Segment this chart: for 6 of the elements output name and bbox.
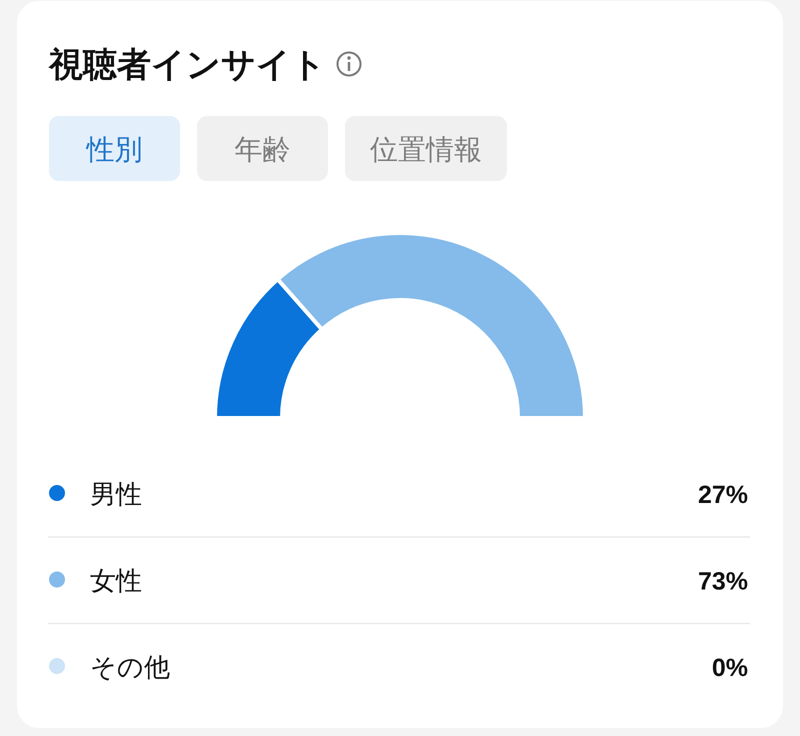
data-label: 73% (698, 568, 748, 596)
legend-label: 女性 (90, 566, 142, 596)
legend-label: 男性 (90, 479, 142, 509)
title: 視聴者インサイト (49, 46, 326, 84)
data-label: 27% (698, 481, 748, 509)
legend-label: その他 (90, 652, 170, 682)
